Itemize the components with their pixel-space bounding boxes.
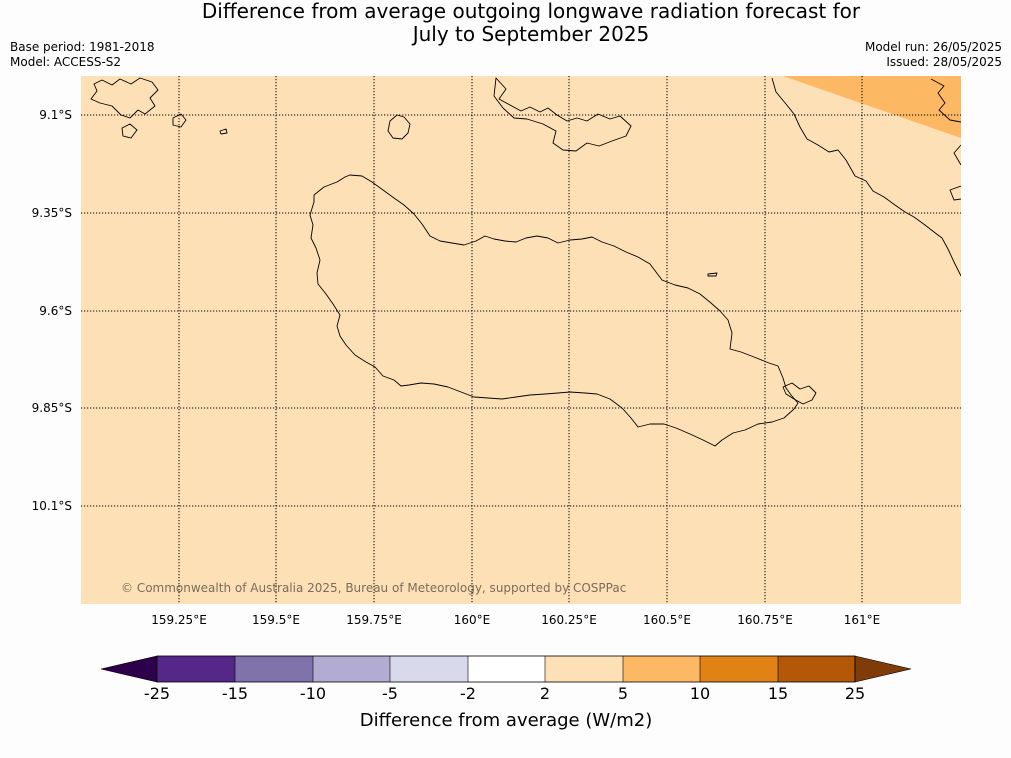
colorbar-bin [390, 656, 468, 682]
colorbar-extend-high [854, 655, 912, 683]
colorbar-bin [235, 656, 313, 682]
colorbar-tick-label: -25 [144, 684, 170, 703]
colorbar-tick-label: -5 [382, 684, 398, 703]
colorbar-dividers [234, 656, 779, 682]
lon-tick-label: 159.5°E [252, 613, 300, 627]
model-name: Model: ACCESS-S2 [10, 55, 122, 69]
colorbar-bin [700, 656, 778, 682]
colorbar-outline [156, 655, 856, 683]
coastline-marau-islets [782, 382, 817, 405]
colorbar-tick-label: 2 [540, 684, 550, 703]
lat-tick-label: 9.85°S [32, 401, 72, 415]
colorbar-extend-low [100, 655, 158, 683]
colorbar-tick-labels: -25 -15 -10 -5 -2 2 5 10 15 25 [144, 684, 865, 703]
coastline-malaita-east [953, 144, 961, 166]
colorbar-bin [468, 656, 545, 682]
colorbar-tick-label: -2 [460, 684, 476, 703]
copyright-text: © Commonwealth of Australia 2025, Bureau… [121, 581, 626, 595]
coastline-savo [387, 114, 411, 140]
lon-tick-label: 160.25°E [541, 613, 597, 627]
map-title: Difference from average outgoing longwav… [0, 0, 1011, 46]
lon-tick-label: 159.25°E [151, 613, 207, 627]
issued-date: Issued: 28/05/2025 [886, 55, 1002, 69]
colorbar-tick-label: 15 [768, 684, 788, 703]
colorbar-tick-label: -10 [300, 684, 326, 703]
meta-left: Base period: 1981-2018 Model: ACCESS-S2 [10, 40, 155, 70]
lat-tick-label: 9.6°S [39, 304, 72, 318]
title-line-2: July to September 2025 [412, 22, 650, 46]
colorbar-bin [313, 656, 390, 682]
colorbar: -25 -15 -10 -5 -2 2 5 10 15 25 Differenc… [100, 655, 912, 731]
lat-tick-label: 9.35°S [32, 206, 72, 220]
lat-tick-label: 10.1°S [32, 499, 72, 513]
latitude-labels: 9.1°S 9.35°S 9.6°S 9.85°S 10.1°S [32, 108, 72, 513]
lat-tick-label: 9.1°S [39, 108, 72, 122]
coastline-malaita-southeast [949, 185, 961, 201]
coastlines [90, 77, 961, 447]
coastline-islet-a [172, 113, 187, 128]
colorbar-tick-label: 5 [618, 684, 628, 703]
colorbar-tick-label: 10 [690, 684, 710, 703]
coastline-guadalcanal [309, 174, 799, 447]
coastline-russell-small [121, 123, 138, 139]
map-panel: © Commonwealth of Australia 2025, Bureau… [81, 76, 961, 604]
lon-tick-label: 161°E [844, 613, 881, 627]
coastline-islet-b [219, 128, 228, 135]
colorbar-bin [778, 656, 855, 682]
colorbar-bin [623, 656, 700, 682]
longitude-labels: 159.25°E 159.5°E 159.75°E 160°E 160.25°E… [151, 613, 880, 627]
meta-right: Model run: 26/05/2025 Issued: 28/05/2025 [865, 40, 1002, 70]
model-run: Model run: 26/05/2025 [864, 40, 1002, 54]
coastline-malaita [771, 77, 961, 277]
lon-tick-label: 160.75°E [737, 613, 793, 627]
anomaly-region-5-10 [783, 76, 961, 138]
lon-tick-label: 160°E [454, 613, 491, 627]
lon-tick-label: 159.75°E [346, 613, 402, 627]
coastline-small-islet [707, 272, 718, 277]
map-background [81, 76, 961, 604]
coastline-russell-islands [90, 77, 159, 119]
colorbar-bin [545, 656, 623, 682]
colorbar-bin [157, 656, 235, 682]
coastline-florida-islands [493, 77, 632, 152]
lon-tick-label: 160.5°E [643, 613, 691, 627]
graticule [81, 76, 961, 604]
colorbar-tick-label: 25 [845, 684, 865, 703]
base-period: Base period: 1981-2018 [10, 40, 155, 54]
coastline-malaita-north [930, 78, 961, 123]
colorbar-title: Difference from average (W/m2) [360, 710, 652, 731]
title-line-1: Difference from average outgoing longwav… [201, 0, 861, 23]
colorbar-tick-label: -15 [222, 684, 248, 703]
